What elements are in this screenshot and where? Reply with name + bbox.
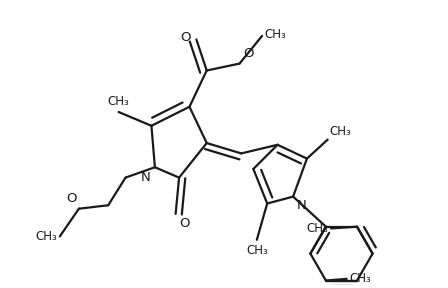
Text: CH₃: CH₃ — [108, 95, 129, 108]
Text: CH₃: CH₃ — [306, 222, 328, 235]
Text: CH₃: CH₃ — [329, 125, 351, 138]
Text: O: O — [67, 192, 77, 205]
Text: O: O — [179, 217, 190, 230]
Text: CH₃: CH₃ — [35, 230, 57, 243]
Text: O: O — [181, 31, 191, 44]
Text: CH₃: CH₃ — [349, 272, 371, 285]
Text: N: N — [141, 171, 151, 184]
Text: N: N — [297, 199, 306, 212]
Text: O: O — [243, 47, 254, 60]
Text: CH₃: CH₃ — [246, 244, 268, 257]
Text: CH₃: CH₃ — [265, 28, 287, 41]
